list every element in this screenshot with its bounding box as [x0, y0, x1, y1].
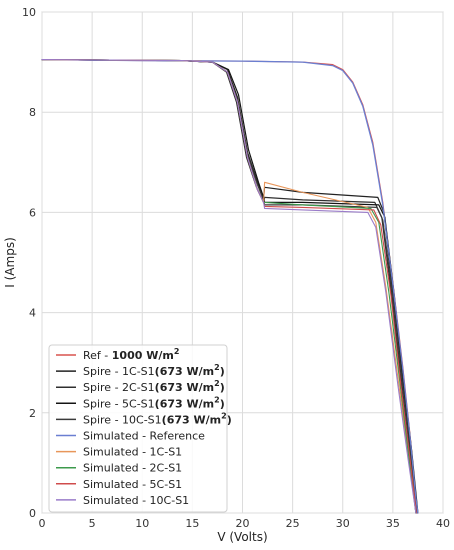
y-tick-label: 6 — [29, 206, 36, 219]
legend-irradiance: (673 W/m — [155, 397, 214, 410]
legend-superscript: 2 — [214, 395, 220, 404]
legend-entry-4: Spire - 10C-S1(673 W/m2) — [83, 411, 232, 426]
y-tick-label: 4 — [29, 307, 36, 320]
legend-entry-9: Simulated - 10C-S1 — [83, 494, 189, 507]
x-tick-label: 15 — [185, 517, 199, 530]
legend-entry-6: Simulated - 1C-S1 — [83, 446, 182, 459]
legend-irradiance: (673 W/m — [162, 413, 221, 426]
y-axis-label: I (Amps) — [3, 237, 17, 287]
legend-label: Simulated - 1C-S1 — [83, 446, 182, 459]
legend-label: Spire - 2C-S1 — [83, 381, 155, 394]
legend-entry-2: Spire - 2C-S1(673 W/m2) — [83, 379, 225, 394]
x-tick-label: 5 — [89, 517, 96, 530]
legend-irradiance: (673 W/m — [155, 365, 214, 378]
series-line-5 — [41, 58, 419, 514]
legend-superscript: 2 — [174, 347, 180, 356]
x-tick-label: 20 — [236, 517, 250, 530]
legend-label: Spire - 5C-S1 — [83, 397, 155, 410]
legend-irradiance: 1000 W/m — [112, 349, 174, 362]
legend-superscript: 2 — [221, 411, 227, 420]
legend-entry-5: Simulated - Reference — [83, 430, 205, 443]
legend-label: Spire - 1C-S1 — [83, 365, 155, 378]
legend-superscript: 2 — [214, 379, 220, 388]
legend-label: Simulated - 5C-S1 — [83, 478, 182, 491]
legend-irradiance: (673 W/m — [155, 381, 214, 394]
x-tick-label: 0 — [39, 517, 46, 530]
legend-irradiance-end: ) — [220, 365, 225, 378]
series-line-9 — [41, 59, 417, 514]
legend-entry-3: Spire - 5C-S1(673 W/m2) — [83, 395, 225, 410]
legend-label: Ref - — [83, 349, 112, 362]
legend-box — [48, 344, 228, 513]
legend-irradiance-end: ) — [220, 381, 225, 394]
legend-superscript: 2 — [214, 363, 220, 372]
y-tick-label: 0 — [29, 507, 36, 520]
x-tick-label: 10 — [135, 517, 149, 530]
legend-entry-1: Spire - 1C-S1(673 W/m2) — [83, 363, 225, 378]
legend-label: Simulated - 10C-S1 — [83, 494, 189, 507]
legend-entry-8: Simulated - 5C-S1 — [83, 478, 182, 491]
x-tick-label: 30 — [336, 517, 350, 530]
legend-label: Spire - 10C-S1 — [83, 413, 162, 426]
legend-label: Simulated - Reference — [83, 430, 205, 443]
legend-entry-7: Simulated - 2C-S1 — [83, 462, 182, 475]
y-tick-label: 2 — [29, 407, 36, 420]
y-tick-label: 8 — [29, 106, 36, 119]
x-axis-label: V (Volts) — [217, 530, 267, 544]
x-tick-label: 40 — [436, 517, 450, 530]
legend-label: Simulated - 2C-S1 — [83, 462, 182, 475]
x-tick-label: 35 — [386, 517, 400, 530]
legend-irradiance-end: ) — [227, 413, 232, 426]
y-tick-label: 10 — [22, 6, 36, 19]
legend-irradiance-end: ) — [220, 397, 225, 410]
x-tick-label: 25 — [286, 517, 300, 530]
legend-entry-0: Ref - 1000 W/m2 — [83, 347, 179, 362]
